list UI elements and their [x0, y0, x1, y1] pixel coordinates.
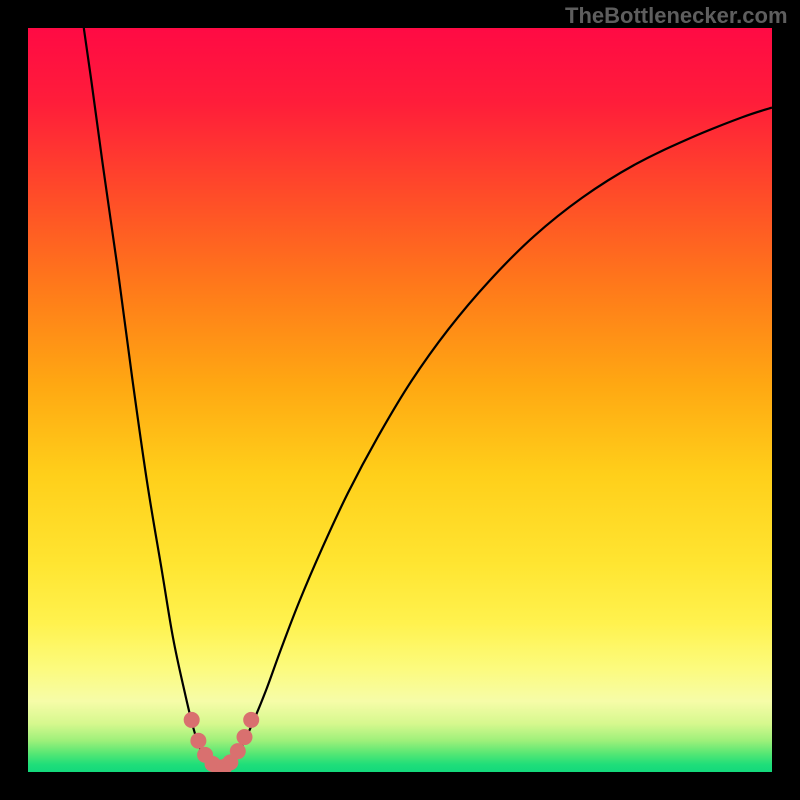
watermark-text: TheBottlenecker.com	[565, 3, 788, 29]
outer-frame	[0, 0, 800, 800]
